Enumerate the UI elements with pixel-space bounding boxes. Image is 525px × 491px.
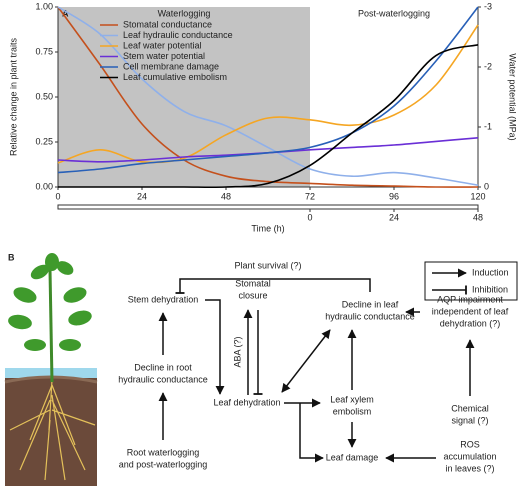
y-tick-label: 0.25 [35, 136, 53, 146]
legend-label: Leaf cumulative embolism [123, 72, 227, 82]
legend-label: Leaf hydraulic conductance [123, 30, 233, 40]
legend-label: Stem water potential [123, 51, 205, 61]
node-label: Chemical [451, 403, 489, 413]
y-axis-label: Relative change in plant traits [8, 37, 18, 156]
x-tick-label: 72 [305, 191, 315, 201]
node-label: accumulation [443, 451, 496, 461]
legend-label: Stomatal conductance [123, 19, 212, 29]
node-label: and post-waterlogging [119, 459, 208, 469]
node-label: hydraulic conductance [325, 311, 415, 321]
legend-label: Leaf water potential [123, 40, 202, 50]
node-label: Stem dehydration [128, 294, 199, 304]
legend-label: Cell membrane damage [123, 61, 219, 71]
series-line [57, 6, 479, 186]
y-tick-label: 0.00 [35, 181, 53, 191]
x2-axis [57, 204, 479, 210]
legend-label: Inhibition [472, 284, 508, 294]
panel-label: A [62, 8, 69, 18]
node-label: in leaves (?) [445, 463, 494, 473]
series-line [57, 6, 479, 188]
y-tick-label: 0.50 [35, 91, 53, 101]
y2-tick-label: -3 [484, 1, 492, 11]
y2-axis-label: Water potential (MPa) [508, 53, 518, 140]
diagram-arrows [158, 261, 518, 463]
y2-tick-label: -1 [484, 121, 492, 131]
node-label: Leaf dehydration [213, 397, 280, 407]
node-label: Leaf damage [326, 452, 379, 462]
node-label: signal (?) [451, 415, 488, 425]
chart-panel: A Waterlogging Post-waterlogging 0.00 0.25 0.… [8, 1, 517, 233]
y-tick-label: 0.75 [35, 46, 53, 56]
node-label: Leaf xylem [330, 394, 374, 404]
x-tick-label: 48 [221, 191, 231, 201]
x-tick-label: 96 [389, 191, 399, 201]
node-label: Plant survival (?) [234, 260, 301, 270]
node-label: ABA (?) [232, 336, 242, 367]
plant-illustration [4, 253, 98, 486]
series-line [57, 6, 479, 174]
annotation: Post-waterlogging [358, 8, 430, 18]
x2-tick-label: 48 [473, 212, 483, 222]
node-label: dehydration (?) [440, 318, 501, 328]
node-label: Stomatal [235, 278, 271, 288]
x2-tick-label: 0 [307, 212, 312, 222]
y-tick-label: 1.00 [35, 1, 53, 11]
legend-label: Induction [472, 267, 509, 277]
x2-tick-label: 24 [389, 212, 399, 222]
annotation: Waterlogging [158, 8, 211, 18]
y2-tick-label: 0 [484, 181, 489, 191]
x-tick-label: 24 [137, 191, 147, 201]
node-label: Decline in leaf [342, 299, 399, 309]
node-label: AQP impairment [437, 294, 503, 304]
node-label: ROS [460, 439, 480, 449]
node-label: independent of leaf [432, 306, 509, 316]
x-tick-label: 0 [55, 191, 60, 201]
node-label: Decline in root [134, 362, 192, 372]
y2-tick-label: -2 [484, 61, 492, 71]
node-label: embolism [333, 406, 372, 416]
x-tick-label: 120 [470, 191, 485, 201]
panel-label: B [8, 252, 15, 262]
series-line [57, 24, 479, 164]
series-line [57, 44, 479, 189]
x-axis-label: Time (h) [251, 223, 284, 233]
diagram-panel: B Plant survival (?) Stem dehydration Stoma… [8, 252, 509, 473]
node-label: hydraulic conductance [118, 374, 208, 384]
node-label: Root waterlogging [127, 447, 200, 457]
node-label: closure [238, 290, 267, 300]
